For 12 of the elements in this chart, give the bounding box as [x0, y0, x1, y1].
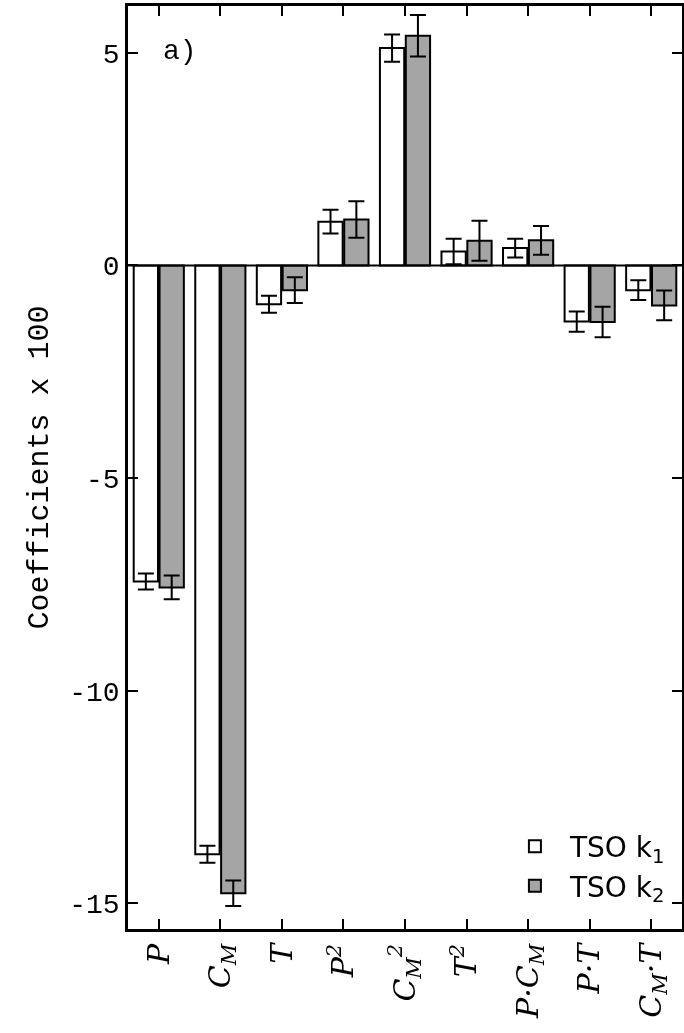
x-tick-label: T: [263, 941, 299, 964]
legend-label: TSO k$_{1}$: [568, 831, 665, 869]
y-tick-label: 5: [102, 39, 120, 71]
annotation: a): [163, 36, 197, 67]
y-tick-label: -15: [69, 890, 120, 922]
x-tick-label: P·T: [571, 941, 607, 995]
x-tick-label: P: [140, 942, 176, 965]
y-tick-label: -5: [86, 464, 120, 496]
y-axis-title: Coefficients x 100: [23, 305, 58, 630]
legend-label: TSO k$_{2}$: [568, 870, 665, 908]
y-tick-label: 0: [102, 252, 120, 284]
y-tick-label: -10: [69, 677, 120, 709]
